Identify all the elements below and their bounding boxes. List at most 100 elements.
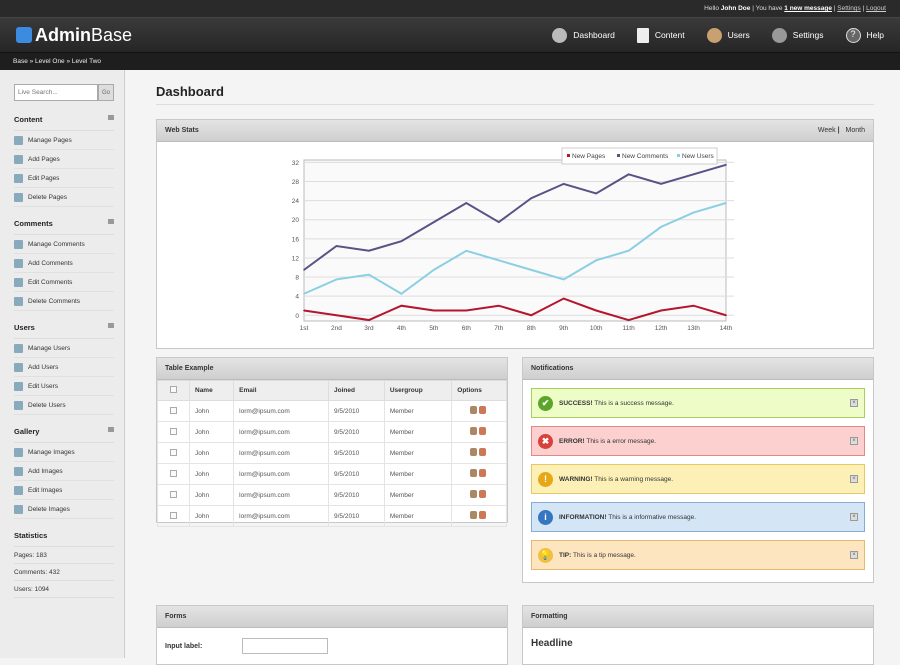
month-tab[interactable]: Month: [845, 127, 865, 134]
sidebar-item[interactable]: Manage Users: [14, 339, 114, 358]
data-point: [465, 202, 468, 204]
col-usergroup[interactable]: Usergroup: [383, 380, 453, 401]
sidebar-item[interactable]: Edit Comments: [14, 273, 114, 292]
logo[interactable]: AdminBase: [16, 25, 132, 46]
document-icon: [636, 27, 649, 43]
legend-label: New Comments: [622, 153, 669, 160]
cell: 9/5/2010: [327, 463, 385, 485]
row-checkbox[interactable]: [170, 448, 177, 456]
delete-user-icon[interactable]: [479, 406, 487, 414]
col-email[interactable]: Email: [233, 380, 329, 401]
edit-user-icon[interactable]: [470, 406, 478, 414]
data-point: [627, 173, 630, 176]
sidebar-item[interactable]: Delete Pages: [14, 188, 114, 207]
sidebar-item[interactable]: Delete Images: [14, 500, 114, 519]
collapse-toggle-icon[interactable]: [108, 323, 114, 328]
cell: Member: [383, 442, 453, 464]
item-icon: [14, 193, 23, 202]
sidebar-heading: Users: [14, 323, 35, 332]
statistics-title: Statistics: [14, 531, 114, 547]
item-icon: [14, 259, 23, 268]
x-tick-label: 1st: [300, 325, 309, 332]
note-text: This is a warning message.: [594, 475, 674, 483]
close-icon[interactable]: ×: [850, 513, 858, 521]
note-label: WARNING!: [559, 475, 593, 483]
sidebar-item[interactable]: Edit Pages: [14, 169, 114, 188]
edit-user-icon[interactable]: [470, 427, 478, 435]
messages-link[interactable]: 1 new message: [784, 5, 832, 12]
settings-icon: [771, 27, 787, 43]
select-all-checkbox[interactable]: [170, 386, 177, 393]
x-tick-label: 6th: [462, 325, 471, 332]
notification-information: i INFORMATION! This is a informative mess…: [531, 502, 865, 532]
legend: [561, 147, 718, 165]
col-joined[interactable]: Joined: [327, 380, 385, 401]
search-input[interactable]: [14, 84, 98, 101]
series-line-new-users: [303, 202, 727, 295]
search-go-button[interactable]: Go: [98, 84, 114, 101]
item-icon: [14, 382, 23, 391]
sidebar-item[interactable]: Edit Images: [14, 481, 114, 500]
close-icon[interactable]: ×: [850, 475, 858, 483]
panel-title: Table Example: [165, 365, 214, 372]
sidebar-item[interactable]: Delete Users: [14, 396, 114, 415]
sidebar-group-users: Users Manage Users Add Users Edit Users Dele…: [14, 323, 114, 415]
series-line-new-comments: [303, 163, 727, 271]
collapse-toggle-icon[interactable]: [108, 427, 114, 432]
delete-user-icon[interactable]: [479, 490, 487, 498]
cell: John: [188, 400, 235, 422]
delete-user-icon[interactable]: [479, 448, 487, 456]
settings-link[interactable]: Settings: [837, 5, 861, 12]
nav-content[interactable]: Content: [636, 27, 685, 43]
close-icon[interactable]: ×: [850, 551, 858, 559]
row-checkbox[interactable]: [170, 490, 177, 498]
data-point: [660, 183, 662, 185]
sidebar-item[interactable]: Edit Users: [14, 377, 114, 396]
col-name[interactable]: Name: [188, 380, 235, 401]
row-checkbox[interactable]: [170, 469, 177, 477]
legend-swatch: [617, 154, 620, 157]
text-input[interactable]: [242, 638, 329, 654]
close-icon[interactable]: ×: [850, 399, 858, 407]
panel-title: Web Stats: [165, 127, 199, 134]
nav-settings[interactable]: Settings: [771, 27, 824, 43]
sidebar-item[interactable]: Add Users: [14, 358, 114, 377]
delete-user-icon[interactable]: [479, 427, 487, 435]
sidebar-item[interactable]: Add Pages: [14, 150, 114, 169]
row-checkbox[interactable]: [170, 406, 177, 414]
nav-dashboard[interactable]: Dashboard: [552, 27, 615, 43]
delete-user-icon[interactable]: [479, 511, 487, 519]
nav-users[interactable]: Users: [706, 27, 750, 43]
item-icon: [14, 278, 23, 287]
data-point: [303, 292, 305, 295]
x-tick-label: 11th: [623, 325, 636, 332]
sidebar-item[interactable]: Manage Images: [14, 443, 114, 462]
edit-user-icon[interactable]: [470, 511, 478, 519]
collapse-toggle-icon[interactable]: [108, 219, 114, 224]
x-tick-label: 10th: [590, 325, 603, 332]
row-checkbox[interactable]: [170, 427, 177, 435]
data-point: [368, 319, 370, 321]
row-checkbox[interactable]: [170, 511, 177, 519]
edit-user-icon[interactable]: [470, 469, 478, 477]
sidebar-item[interactable]: Manage Comments: [14, 235, 114, 254]
sidebar-item[interactable]: Add Images: [14, 462, 114, 481]
cell: John: [188, 463, 235, 485]
y-tick-label: 32: [292, 160, 300, 167]
edit-user-icon[interactable]: [470, 490, 478, 498]
web-stats-panel: Web Stats Week | Month 0 4 8 12 16 20 24 28 32 1st…: [156, 119, 874, 349]
week-tab[interactable]: Week: [817, 127, 836, 134]
x-tick-label: 2nd: [331, 325, 342, 332]
sidebar-item[interactable]: Add Comments: [14, 254, 114, 273]
edit-user-icon[interactable]: [470, 448, 478, 456]
close-icon[interactable]: ×: [850, 437, 858, 445]
notification-success: ✔ SUCCESS! This is a success message. ×: [531, 388, 865, 418]
sidebar-item[interactable]: Manage Pages: [14, 131, 114, 150]
collapse-toggle-icon[interactable]: [108, 115, 114, 120]
sidebar-item[interactable]: Delete Comments: [14, 292, 114, 311]
nav-label: Content: [654, 30, 685, 40]
data-point: [562, 278, 565, 281]
nav-help[interactable]: ? Help: [845, 27, 884, 43]
delete-user-icon[interactable]: [479, 469, 487, 477]
logout-link[interactable]: Logout: [866, 5, 886, 12]
